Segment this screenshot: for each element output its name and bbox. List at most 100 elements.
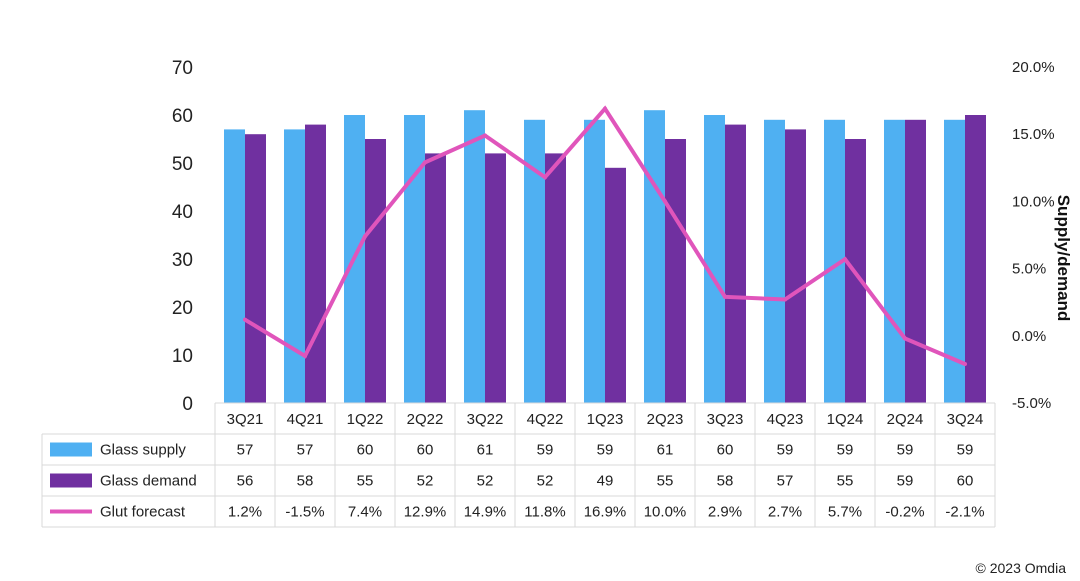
glut-forecast-point <box>783 297 787 302</box>
glass-demand-bar <box>725 124 746 403</box>
category-label: 1Q23 <box>587 411 624 428</box>
data-table: 3Q21 4Q21 1Q22 2Q22 3Q22 4Q22 1Q23 2Q23 3Q23 4Q23… <box>41 402 996 528</box>
table-cell: 55 <box>657 473 674 490</box>
glut-forecast-point <box>543 175 547 180</box>
glass-supply-bar <box>944 119 965 404</box>
glut-forecast-point <box>603 106 607 111</box>
glass-demand-bar <box>485 153 506 403</box>
table-cell: 60 <box>417 442 434 459</box>
left-axis-tick-label: 0 <box>182 394 193 415</box>
left-axis-tick-label: 10 <box>172 346 193 367</box>
glass-supply-bar <box>404 115 425 403</box>
category-label: 2Q24 <box>887 411 924 428</box>
category-label: 3Q22 <box>467 411 504 428</box>
table-cell: 5.7% <box>828 504 862 521</box>
left-axis-tick-label: 20 <box>172 298 193 319</box>
table-cell: 11.8% <box>524 504 565 521</box>
category-label: 4Q22 <box>527 411 564 428</box>
left-axis-tick-label: 30 <box>172 250 193 271</box>
table-cell: 49 <box>597 473 614 490</box>
table-cell: 59 <box>897 473 914 490</box>
table-cell: 55 <box>357 473 374 490</box>
table-cell: 7.4% <box>348 504 382 521</box>
table-cell: 56 <box>237 473 254 490</box>
table-cell: -0.2% <box>885 504 924 521</box>
table-cell: 59 <box>777 442 794 459</box>
glass-demand-bar <box>665 139 686 403</box>
left-axis-tick-label: 60 <box>172 106 193 127</box>
right-axis-ticks: -5.0% 0.0% 5.0% 10.0% 15.0% 20.0% <box>1012 59 1055 412</box>
glut-forecast-point <box>483 133 487 138</box>
table-cell: 59 <box>537 442 554 459</box>
glass-supply-bar <box>704 115 725 403</box>
table-row-label: Glass demand <box>100 473 197 490</box>
glut-forecast-point <box>903 336 907 341</box>
category-label: 2Q22 <box>407 411 444 428</box>
category-label: 1Q24 <box>827 411 864 428</box>
glass-supply-bar <box>884 119 905 404</box>
glass-supply-bar <box>644 110 665 403</box>
glut-forecast-point <box>243 317 247 322</box>
table-row-label: Glass supply <box>100 442 186 459</box>
glass-supply-bar <box>524 119 545 404</box>
glass-supply-bar <box>224 129 245 403</box>
table-cell: 57 <box>297 442 314 459</box>
left-axis-tick-label: 50 <box>172 154 193 175</box>
category-label: 2Q23 <box>647 411 684 428</box>
right-axis-tick-label: 20.0% <box>1012 59 1055 76</box>
right-axis-tick-label: -5.0% <box>1012 395 1051 412</box>
category-label: 1Q22 <box>347 411 384 428</box>
glass-supply-bar <box>464 110 485 403</box>
right-axis-title: Supply/demand <box>1054 195 1073 322</box>
right-axis-tick-label: 0.0% <box>1012 328 1046 345</box>
table-cell: 59 <box>897 442 914 459</box>
legend-swatch <box>50 442 92 457</box>
left-axis-tick-label: 40 <box>172 202 193 223</box>
glut-forecast-point <box>843 257 847 262</box>
table-cell: 57 <box>777 473 794 490</box>
right-axis-tick-label: 15.0% <box>1012 126 1055 143</box>
table-cell: 61 <box>477 442 494 459</box>
table-cell: 59 <box>837 442 854 459</box>
glut-forecast-point <box>303 353 307 358</box>
glass-demand-bar <box>905 119 926 404</box>
table-cell: 60 <box>957 473 974 490</box>
left-axis-ticks: 0 10 20 30 40 50 60 70 <box>172 58 193 415</box>
glut-forecast-point <box>663 199 667 204</box>
category-label: 3Q23 <box>707 411 744 428</box>
table-cell: 52 <box>477 473 494 490</box>
table-cell: 1.2% <box>228 504 262 521</box>
table-row-label: Glut forecast <box>100 504 186 521</box>
table-cell: 12.9% <box>404 504 447 521</box>
category-label: 4Q23 <box>767 411 804 428</box>
table-cell: 14.9% <box>464 504 507 521</box>
table-cell: 16.9% <box>584 504 627 521</box>
glass-supply-bar <box>284 129 305 403</box>
glass-demand-bar <box>785 129 806 403</box>
glass-supply-bar <box>764 119 785 404</box>
table-cell: 57 <box>237 442 254 459</box>
table-cell: 52 <box>417 473 434 490</box>
right-axis-tick-label: 5.0% <box>1012 261 1046 278</box>
glut-forecast-point <box>363 234 367 239</box>
table-cell: 55 <box>837 473 854 490</box>
glass-demand-bar <box>425 153 446 403</box>
table-cell: 58 <box>297 473 314 490</box>
table-cell: 59 <box>957 442 974 459</box>
line-series <box>243 105 967 367</box>
left-axis-tick-label: 70 <box>172 58 193 79</box>
table-cell: 60 <box>717 442 734 459</box>
table-cell: 60 <box>357 442 374 459</box>
glass-demand-bar <box>545 153 566 403</box>
table-cell: -2.1% <box>945 504 984 521</box>
table-cell: 10.0% <box>644 504 687 521</box>
glass-supply-bar <box>824 119 845 404</box>
glass-demand-bar <box>965 115 986 403</box>
table-cell: -1.5% <box>285 504 324 521</box>
right-axis-tick-label: 10.0% <box>1012 193 1055 210</box>
glass-demand-bar <box>605 167 626 403</box>
glass-demand-bar <box>245 134 266 403</box>
glass-demand-bar <box>305 124 326 403</box>
glut-forecast-point <box>423 160 427 165</box>
